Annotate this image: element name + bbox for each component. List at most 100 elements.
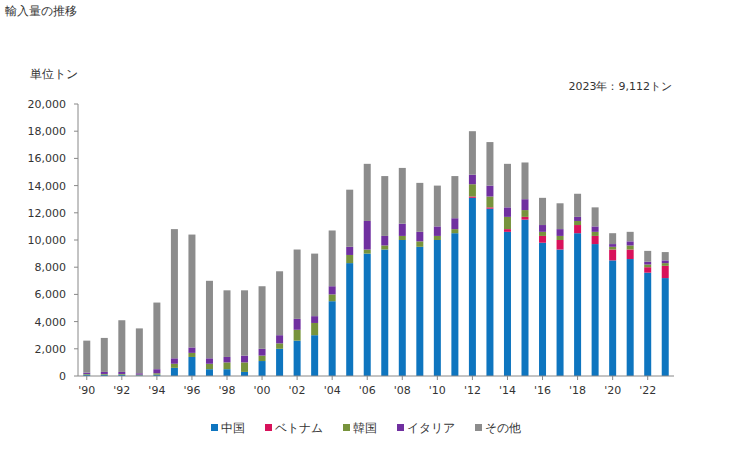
bar-segment <box>574 221 581 225</box>
bar-segment <box>434 236 441 240</box>
x-tick-label: '18 <box>569 384 586 397</box>
bar-segment <box>469 175 476 185</box>
bar-segment <box>434 240 441 376</box>
bar-segment <box>522 217 529 220</box>
y-axis <box>78 104 79 376</box>
bar-segment <box>539 236 546 243</box>
bar-segment <box>451 176 458 218</box>
x-tick-label: '08 <box>394 384 411 397</box>
bar-segment <box>381 250 388 376</box>
x-tick-label: '04 <box>324 384 341 397</box>
bar-segment <box>224 357 231 362</box>
bar-segment <box>434 186 441 227</box>
bar-segment <box>329 230 336 286</box>
bar-segment <box>609 260 616 376</box>
x-tick <box>297 376 298 380</box>
bar-segment <box>644 251 651 262</box>
x-tick-label: '90 <box>78 384 95 397</box>
bar-segment <box>83 374 90 375</box>
bar-segment <box>188 347 195 352</box>
bar-segment <box>399 224 406 236</box>
x-tick <box>156 376 157 380</box>
y-tick-label: 2,000 <box>35 343 67 356</box>
bar-segment <box>469 198 476 376</box>
x-tick-label: '00 <box>254 384 271 397</box>
bar-segment <box>276 271 283 335</box>
bar-segment <box>276 349 283 376</box>
legend: 中国ベトナム韓国イタリアその他 <box>211 421 521 435</box>
bar-segment <box>592 207 599 226</box>
bar-segment <box>206 358 213 363</box>
bar-segment <box>294 341 301 376</box>
bar-segment <box>486 196 493 207</box>
bar-segment <box>434 226 441 236</box>
y-tick-label: 16,000 <box>28 152 67 165</box>
bar-segment <box>504 232 511 376</box>
bar-segment <box>188 235 195 348</box>
bar-segment <box>574 194 581 217</box>
bar-segment <box>224 290 231 357</box>
y-tick <box>74 131 78 132</box>
legend-label: その他 <box>485 421 521 435</box>
bar-segment <box>451 229 458 233</box>
bar-segment <box>346 263 353 376</box>
bar-segment <box>451 233 458 376</box>
bar-segment <box>241 356 248 363</box>
bar-segment <box>294 250 301 319</box>
y-tick <box>74 158 78 159</box>
bar-segment <box>522 199 529 210</box>
bar-segment <box>171 368 178 376</box>
bar-segment <box>662 278 669 376</box>
x-tick <box>227 376 228 380</box>
bar-segment <box>627 259 634 376</box>
y-tick <box>74 294 78 295</box>
x-tick-label: '12 <box>464 384 481 397</box>
bar-segment <box>504 217 511 229</box>
bar-segment <box>399 168 406 224</box>
bar-segment <box>153 373 160 374</box>
y-tick <box>74 321 78 322</box>
x-tick <box>121 376 122 380</box>
bar-segment <box>276 343 283 348</box>
y-tick <box>74 348 78 349</box>
bar-segment <box>171 358 178 363</box>
bar-segment <box>224 369 231 376</box>
bar-segment <box>486 142 493 186</box>
y-tick-label: 14,000 <box>28 180 67 193</box>
bar-segment <box>118 372 125 374</box>
bar-segment <box>416 232 423 242</box>
x-tick-label: '16 <box>534 384 551 397</box>
bar-segment <box>469 184 476 196</box>
bar-segment <box>662 252 669 260</box>
bar-segment <box>153 303 160 370</box>
bar-segment <box>662 260 669 263</box>
x-tick-label: '10 <box>429 384 446 397</box>
legend-swatch <box>343 424 350 431</box>
bar-segment <box>83 341 90 373</box>
bar-segment <box>241 290 248 355</box>
x-axis <box>78 376 674 377</box>
bar-segment <box>241 372 248 376</box>
bar-segment <box>592 244 599 376</box>
bar-segment <box>364 164 371 221</box>
x-tick <box>262 376 263 380</box>
y-tick-label: 20,000 <box>28 98 67 111</box>
bar-segment <box>662 263 669 266</box>
x-tick <box>472 376 473 380</box>
x-tick-label: '20 <box>604 384 621 397</box>
bar-segment <box>259 356 266 361</box>
x-tick-label: '94 <box>148 384 165 397</box>
x-tick <box>332 376 333 380</box>
bar-segment <box>609 233 616 244</box>
bar-segment <box>188 357 195 376</box>
bar-segment <box>329 294 336 301</box>
x-tick <box>542 376 543 380</box>
bar-segment <box>364 254 371 376</box>
bar-segment <box>592 236 599 244</box>
y-tick <box>74 185 78 186</box>
bar-segment <box>574 217 581 221</box>
bars <box>83 131 668 376</box>
bar-segment <box>627 250 634 260</box>
annotation: 2023年：9,112トン <box>569 80 673 93</box>
bar-segment <box>346 190 353 247</box>
